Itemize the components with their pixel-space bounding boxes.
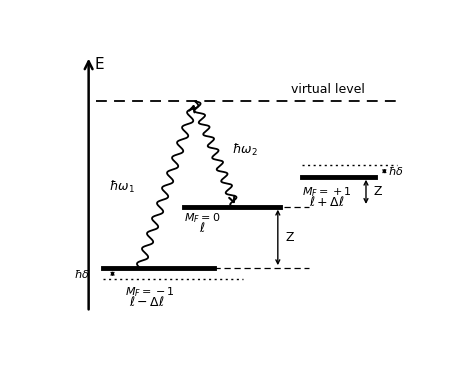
Text: $\ell-\Delta\ell$: $\ell-\Delta\ell$ [129,295,164,309]
Text: E: E [94,57,104,72]
Text: $M_F=+1$: $M_F=+1$ [301,185,351,199]
Text: $\hbar\omega_1$: $\hbar\omega_1$ [109,179,135,195]
Text: $\ell$: $\ell$ [199,221,205,235]
Text: Z: Z [285,231,294,244]
Text: $\ell+\Delta\ell$: $\ell+\Delta\ell$ [309,195,345,209]
Text: $\hbar\delta$: $\hbar\delta$ [388,165,404,177]
Text: $\hbar\omega_2$: $\hbar\omega_2$ [232,142,258,158]
Text: $M_F=0$: $M_F=0$ [184,211,220,225]
Text: virtual level: virtual level [291,83,365,96]
Text: $M_F=-1$: $M_F=-1$ [125,285,175,299]
Text: $\hbar\delta$: $\hbar\delta$ [74,268,90,280]
Text: Z: Z [374,185,382,198]
